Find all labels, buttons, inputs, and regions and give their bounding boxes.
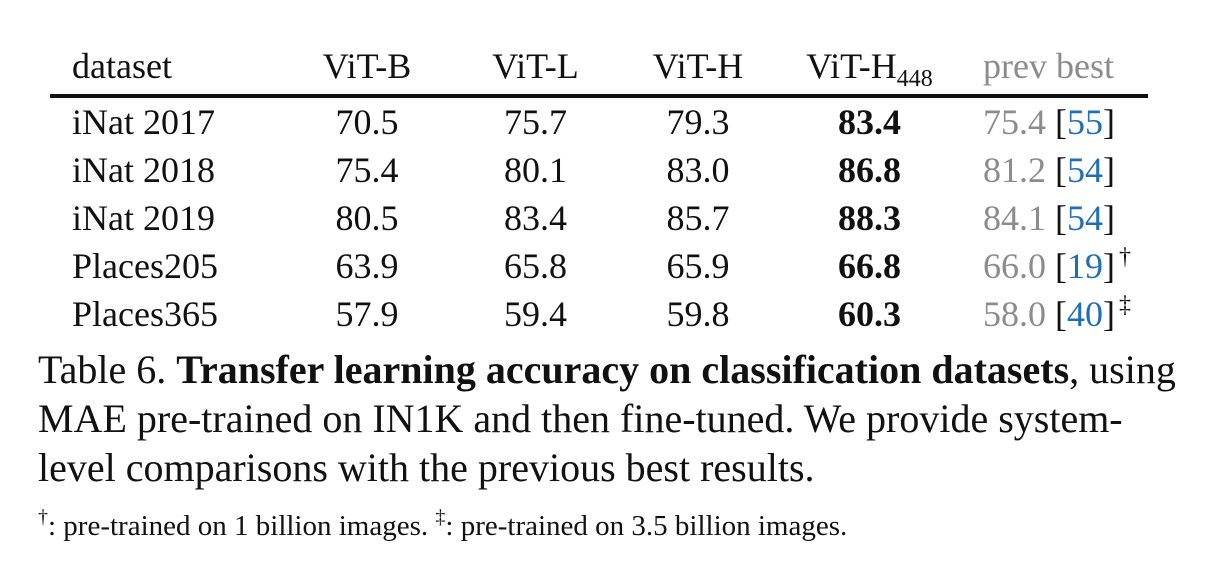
cell-vit-h448: 66.8 <box>838 246 901 286</box>
transfer-learning-table: dataset ViT-B ViT-L ViT-H ViT-H448 prev … <box>50 38 1148 338</box>
cell-dataset: Places365 <box>72 294 218 334</box>
cell-vit-h: 65.9 <box>666 246 730 286</box>
citation-close-bracket: ] <box>1103 294 1115 334</box>
cell-prev-best: 84.1 [54] <box>957 194 1148 242</box>
citation-open-bracket: [ <box>1055 150 1067 190</box>
table-caption: Table 6. Transfer learning accuracy on c… <box>38 345 1188 492</box>
header-vit-l: ViT-L <box>457 38 614 98</box>
cell-vit-h: 79.3 <box>666 102 730 142</box>
table-row: iNat 2019 80.5 83.4 85.7 88.3 84.1 [54] <box>50 194 1148 242</box>
cell-vit-h: 59.8 <box>666 294 730 334</box>
citation-link[interactable]: 40 <box>1067 294 1103 334</box>
footnote-double-dagger: ‡ <box>435 506 446 528</box>
footnote-mark: ‡ <box>1119 292 1131 318</box>
table-row: iNat 2017 70.5 75.7 79.3 83.4 75.4 [55] <box>50 96 1148 146</box>
cell-vit-h: 83.0 <box>666 150 730 190</box>
header-vit-h448-base: ViT-H <box>806 46 897 86</box>
cell-prev-best: 58.0 [40] ‡ <box>957 290 1148 338</box>
header-dataset: dataset <box>50 38 277 98</box>
table-row: iNat 2018 75.4 80.1 83.0 86.8 81.2 [54] <box>50 146 1148 194</box>
cell-vit-b: 70.5 <box>335 102 399 142</box>
header-vit-b: ViT-B <box>277 38 457 98</box>
cell-dataset: Places205 <box>72 246 218 286</box>
cell-vit-b: 63.9 <box>335 246 399 286</box>
table-footnote: †: pre-trained on 1 billion images. ‡: p… <box>38 506 848 544</box>
footnote-dagger: † <box>38 506 48 528</box>
citation-close-bracket: ] <box>1103 198 1115 238</box>
prev-best-value: 75.4 <box>983 102 1046 142</box>
cell-prev-best: 81.2 [54] <box>957 146 1148 194</box>
cell-dataset: iNat 2019 <box>72 198 215 238</box>
cell-vit-h448: 60.3 <box>838 294 901 334</box>
header-vit-h448-subscript: 448 <box>896 66 933 92</box>
caption-body: , using MAE pre-trained on IN1K and then… <box>38 347 1176 490</box>
citation-link[interactable]: 54 <box>1067 198 1103 238</box>
header-prev-best: prev best <box>957 38 1148 98</box>
citation-close-bracket: ] <box>1103 246 1115 286</box>
citation-link[interactable]: 55 <box>1067 102 1103 142</box>
cell-dataset: iNat 2018 <box>72 150 215 190</box>
cell-vit-l: 65.8 <box>504 246 567 286</box>
cell-vit-h448: 88.3 <box>838 198 901 238</box>
cell-prev-best: 75.4 [55] <box>957 96 1148 146</box>
citation-link[interactable]: 54 <box>1067 150 1103 190</box>
cell-vit-l: 75.7 <box>504 102 567 142</box>
cell-vit-l: 83.4 <box>504 198 567 238</box>
citation-open-bracket: [ <box>1055 198 1067 238</box>
cell-vit-b: 75.4 <box>335 150 399 190</box>
results-table-container: dataset ViT-B ViT-L ViT-H ViT-H448 prev … <box>50 38 1148 338</box>
table-row: Places365 57.9 59.4 59.8 60.3 58.0 [40] ‡ <box>50 290 1148 338</box>
footnote-mark: † <box>1119 244 1131 270</box>
citation-close-bracket: ] <box>1103 150 1115 190</box>
cell-dataset: iNat 2017 <box>72 102 215 142</box>
citation-link[interactable]: 19 <box>1067 246 1103 286</box>
cell-vit-h448: 83.4 <box>838 102 901 142</box>
cell-vit-b: 57.9 <box>335 294 399 334</box>
header-vit-h448: ViT-H448 <box>782 38 957 98</box>
table-header-row: dataset ViT-B ViT-L ViT-H ViT-H448 prev … <box>50 38 1148 98</box>
cell-vit-l: 80.1 <box>504 150 567 190</box>
prev-best-value: 58.0 <box>983 294 1046 334</box>
cell-vit-h448: 86.8 <box>838 150 901 190</box>
prev-best-value: 81.2 <box>983 150 1046 190</box>
caption-title: Transfer learning accuracy on classifica… <box>176 347 1070 392</box>
caption-label: Table 6. <box>38 347 167 392</box>
cell-vit-h: 85.7 <box>666 198 730 238</box>
footnote-text-1: : pre-trained on 1 billion images. <box>48 510 429 542</box>
table-row: Places205 63.9 65.8 65.9 66.8 66.0 [19] † <box>50 242 1148 290</box>
citation-open-bracket: [ <box>1055 246 1067 286</box>
cell-prev-best: 66.0 [19] † <box>957 242 1148 290</box>
citation-close-bracket: ] <box>1103 102 1115 142</box>
cell-vit-l: 59.4 <box>504 294 567 334</box>
prev-best-value: 84.1 <box>983 198 1046 238</box>
citation-open-bracket: [ <box>1055 102 1067 142</box>
header-vit-h: ViT-H <box>614 38 782 98</box>
prev-best-value: 66.0 <box>983 246 1046 286</box>
footnote-text-2: : pre-trained on 3.5 billion images. <box>445 510 848 542</box>
citation-open-bracket: [ <box>1055 294 1067 334</box>
cell-vit-b: 80.5 <box>335 198 399 238</box>
